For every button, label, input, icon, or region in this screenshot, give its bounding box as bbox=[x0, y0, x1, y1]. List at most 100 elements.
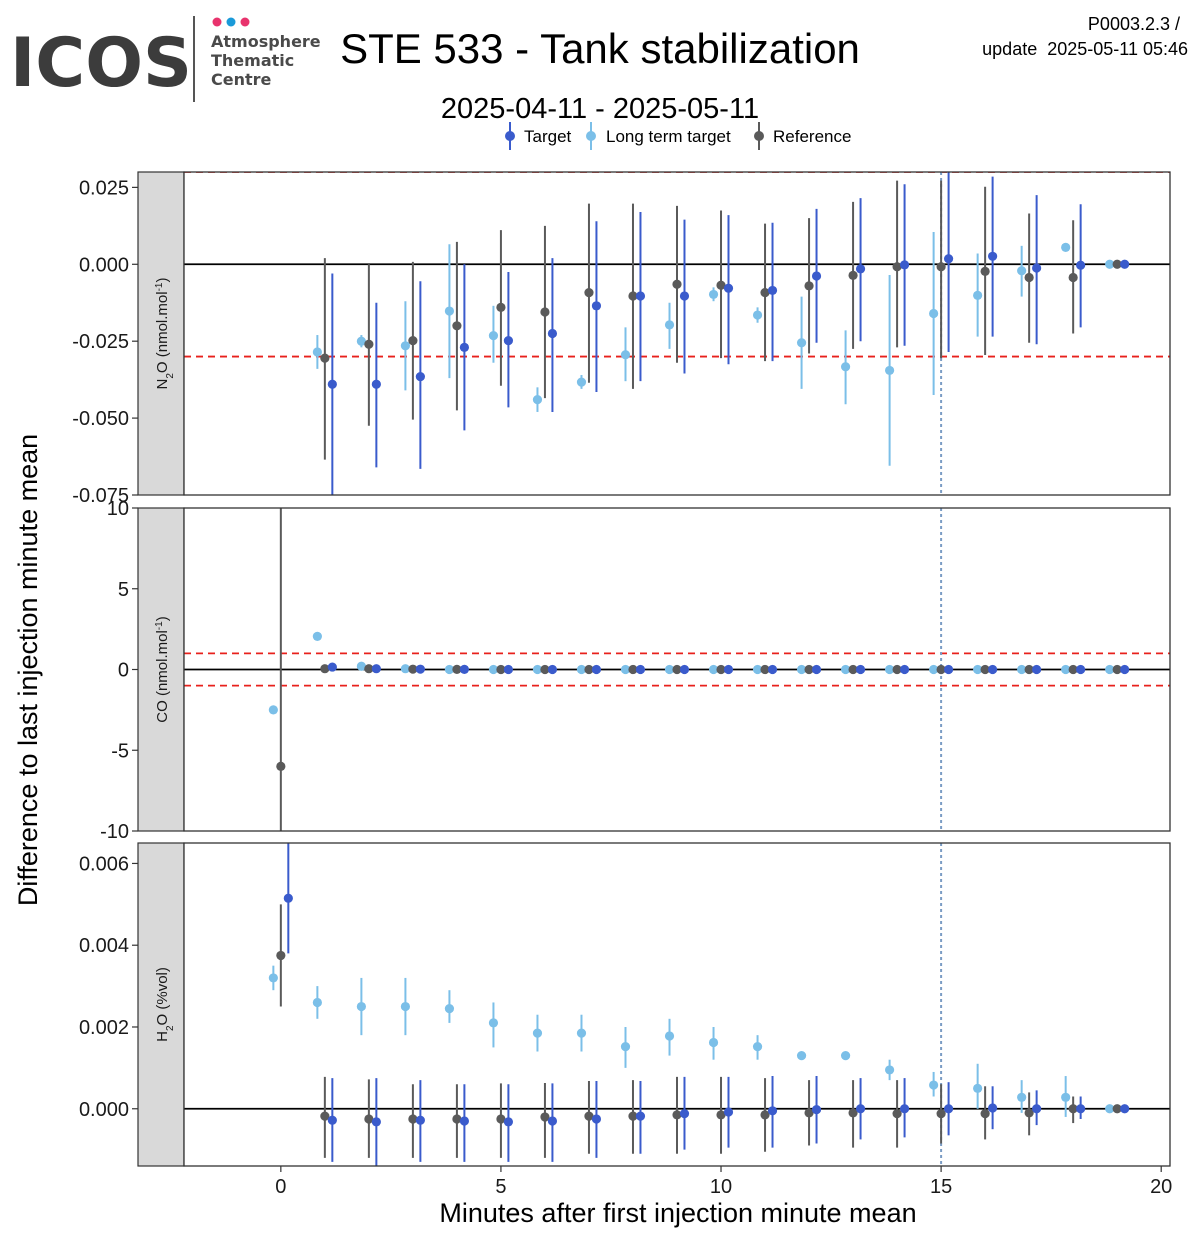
data-point bbox=[1024, 1108, 1034, 1118]
data-point bbox=[635, 1111, 646, 1121]
data-point bbox=[400, 341, 411, 351]
data-point bbox=[943, 664, 954, 675]
data-point bbox=[356, 1001, 366, 1012]
data-point bbox=[400, 664, 411, 674]
data-point bbox=[1017, 266, 1027, 276]
data-point bbox=[1068, 272, 1078, 283]
data-point bbox=[855, 664, 866, 675]
data-point bbox=[716, 280, 726, 290]
legend-label: Reference bbox=[773, 127, 851, 146]
data-point bbox=[496, 664, 506, 675]
chart-title: STE 533 - Tank stabilization bbox=[340, 25, 860, 72]
data-point bbox=[620, 664, 631, 675]
data-point bbox=[547, 328, 558, 339]
data-point bbox=[899, 1104, 910, 1114]
data-point bbox=[767, 664, 778, 675]
data-point bbox=[664, 320, 675, 330]
legend-label: Long term target bbox=[606, 127, 731, 146]
y-tick-label: 0.006 bbox=[79, 853, 129, 875]
series-target bbox=[327, 662, 1130, 675]
data-point bbox=[1120, 259, 1130, 269]
data-point bbox=[283, 893, 293, 903]
data-point bbox=[892, 1109, 902, 1119]
data-point bbox=[532, 1028, 543, 1038]
data-point bbox=[540, 1112, 550, 1122]
data-point bbox=[723, 664, 734, 675]
data-point bbox=[408, 664, 418, 674]
header: ICOS Atmosphere Thematic Centre STE 533 … bbox=[10, 14, 1188, 125]
data-point bbox=[980, 664, 990, 675]
data-point bbox=[1032, 1104, 1042, 1114]
data-point bbox=[885, 664, 895, 675]
data-point bbox=[1112, 664, 1122, 675]
data-point bbox=[716, 664, 726, 675]
data-point bbox=[628, 1111, 638, 1121]
data-point bbox=[796, 1051, 807, 1061]
series-reference bbox=[276, 904, 1122, 1158]
data-point bbox=[635, 291, 646, 301]
data-point bbox=[752, 1042, 763, 1052]
panel-label: H2O (%vol) bbox=[154, 967, 176, 1042]
data-point bbox=[540, 664, 550, 675]
data-point bbox=[1032, 263, 1042, 273]
data-point bbox=[628, 291, 638, 301]
y-tick-label: 0.025 bbox=[79, 177, 129, 199]
panel-3: H2O (%vol) 0.006 0.004 0.002 0.000 bbox=[79, 842, 1171, 1167]
data-point bbox=[459, 342, 469, 352]
data-point bbox=[679, 291, 690, 301]
series-target bbox=[283, 843, 1130, 1166]
data-point bbox=[1068, 1104, 1078, 1114]
data-point bbox=[503, 335, 514, 346]
data-point bbox=[408, 1114, 418, 1124]
data-point bbox=[708, 664, 719, 675]
data-point bbox=[672, 664, 682, 675]
data-point bbox=[892, 664, 902, 675]
data-point bbox=[840, 1051, 851, 1061]
data-point bbox=[848, 664, 858, 675]
data-point bbox=[268, 705, 278, 715]
data-point bbox=[723, 1107, 734, 1117]
data-point bbox=[1061, 664, 1071, 675]
data-point bbox=[804, 1108, 814, 1118]
data-point bbox=[973, 664, 983, 675]
series-reference bbox=[320, 180, 1122, 460]
data-point bbox=[811, 271, 822, 281]
logo-sub-line-2: Thematic bbox=[211, 51, 294, 70]
meta-line-2: update 2025-05-11 05:46 bbox=[982, 39, 1188, 59]
y-tick-label: 0.002 bbox=[79, 1017, 129, 1039]
data-point bbox=[496, 1114, 506, 1124]
y-tick-label: 0.000 bbox=[79, 1099, 129, 1121]
y-tick-label: 0 bbox=[118, 660, 129, 682]
data-point bbox=[620, 1042, 631, 1052]
data-point bbox=[276, 950, 286, 961]
data-point bbox=[635, 664, 646, 675]
x-tick-label: 15 bbox=[930, 1176, 952, 1198]
data-point bbox=[1024, 272, 1034, 283]
data-point bbox=[767, 285, 778, 296]
data-point bbox=[936, 262, 946, 272]
data-point bbox=[796, 338, 807, 348]
data-point bbox=[327, 379, 337, 389]
logo-sub-line-1: Atmosphere bbox=[211, 32, 321, 51]
legend-label: Target bbox=[524, 127, 572, 146]
data-point bbox=[364, 1114, 374, 1124]
legend-item-reference: Reference bbox=[754, 122, 851, 150]
data-point bbox=[459, 664, 469, 674]
data-point bbox=[892, 262, 902, 272]
data-point bbox=[488, 664, 499, 675]
panel-1: N2O (nmol.mol-1) 0.025 0.000 -0.025 -0.050 -0… bbox=[72, 171, 1171, 507]
data-point bbox=[672, 279, 682, 289]
data-point bbox=[804, 281, 814, 291]
data-point bbox=[752, 664, 763, 675]
data-point bbox=[811, 1104, 822, 1115]
data-point bbox=[811, 664, 822, 675]
data-point bbox=[591, 1114, 602, 1124]
logo-dot-1 bbox=[212, 17, 222, 27]
data-point bbox=[1112, 259, 1122, 269]
y-tick-label: -10 bbox=[100, 821, 129, 843]
data-point bbox=[312, 631, 322, 641]
data-point bbox=[584, 1111, 594, 1121]
data-point bbox=[1076, 664, 1086, 675]
data-point bbox=[1061, 242, 1071, 252]
